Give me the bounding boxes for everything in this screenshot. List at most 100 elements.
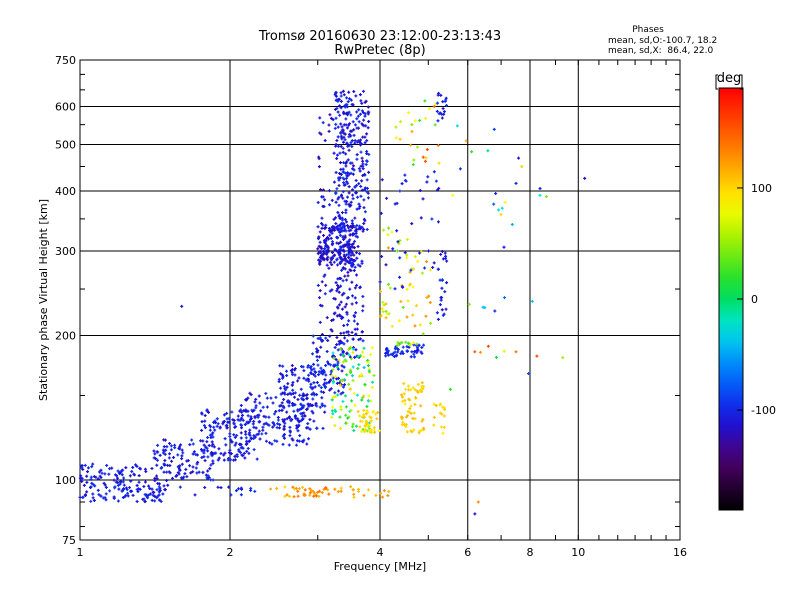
data-point [194,452,198,456]
data-point [338,104,342,108]
data-point [337,358,341,362]
data-point [81,467,85,471]
data-point [329,378,333,382]
data-point [312,362,316,366]
data-point [362,430,366,434]
data-point [442,425,446,429]
data-point [404,179,408,183]
data-point [350,330,354,334]
data-point [538,186,542,190]
data-point [366,126,370,130]
data-point [243,423,247,427]
data-point [324,336,328,340]
data-point [418,323,422,327]
data-point [330,240,334,244]
data-point [363,186,367,190]
data-point [118,480,122,484]
data-point [323,410,327,414]
data-point [216,458,220,462]
data-point [290,364,294,368]
data-point [361,111,365,115]
data-point [421,332,425,336]
data-point [79,465,83,469]
data-point [326,248,330,252]
data-point [444,307,448,311]
data-point [355,327,359,331]
data-point [234,441,238,445]
data-point [405,256,409,260]
data-point [103,483,107,487]
data-point [334,216,338,220]
data-point [354,94,358,98]
data-point [131,465,135,469]
data-point [222,458,226,462]
data-point [352,133,356,137]
data-point [403,399,407,403]
data-point [207,410,211,414]
data-point [236,414,240,418]
data-point [325,316,329,320]
data-point [180,454,184,458]
data-point [401,399,405,403]
data-point [396,350,400,354]
data-point [343,305,347,309]
data-point [322,251,326,255]
data-point [325,257,329,261]
data-point [413,402,417,406]
data-point [296,494,300,498]
data-point [177,472,181,476]
data-point [309,364,313,368]
data-point [357,374,361,378]
data-point [387,490,391,494]
data-point [162,445,166,449]
data-point [419,250,423,254]
data-point [215,417,219,421]
data-point [403,251,407,255]
data-point [342,342,346,346]
data-point [316,247,320,251]
data-point [406,414,410,418]
data-point [180,448,184,452]
data-point [409,143,413,147]
data-point [398,239,402,243]
data-point [336,211,340,215]
data-point [154,457,158,461]
data-point [418,251,422,255]
data-point [366,105,370,109]
data-point [359,164,363,168]
data-point [320,402,324,406]
data-point [339,94,343,98]
data-point [286,392,290,396]
data-point [335,187,339,191]
data-point [298,434,302,438]
data-point [296,379,300,383]
data-point [361,295,365,299]
data-point [271,425,275,429]
data-point [351,164,355,168]
data-point [230,410,234,414]
data-point [357,108,361,112]
data-point [502,245,506,249]
data-point [335,343,339,347]
data-point [214,451,218,455]
data-point [363,112,367,116]
data-point [275,487,279,491]
data-point [379,290,383,294]
echo-points [78,89,587,516]
data-point [356,263,360,267]
data-point [358,285,362,289]
data-point [392,355,396,359]
data-point [382,228,386,232]
data-point [112,478,116,482]
data-point [337,214,341,218]
data-point [245,439,249,443]
data-point [502,349,506,353]
data-point [348,172,352,176]
data-point [351,294,355,298]
data-point [330,374,334,378]
data-point [335,241,339,245]
data-point [158,486,162,490]
data-point [544,195,548,199]
data-point [137,480,141,484]
data-point [403,402,407,406]
